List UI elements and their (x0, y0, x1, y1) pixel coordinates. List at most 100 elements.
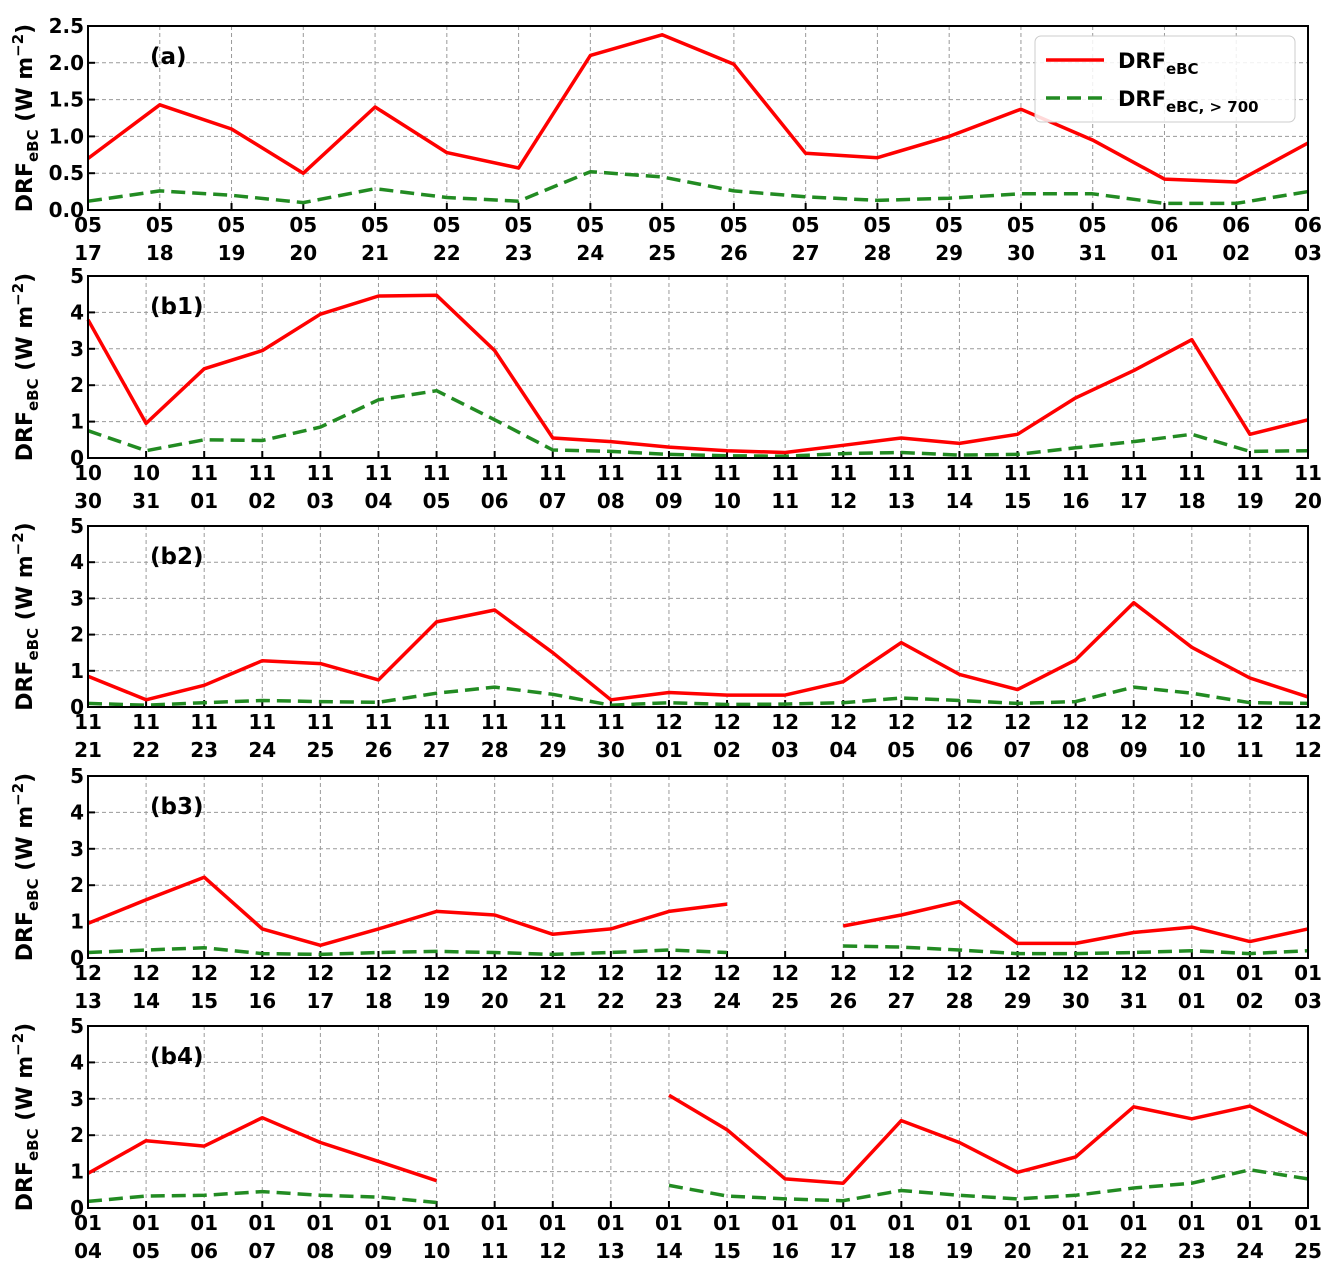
x-tick-label-day: 23 (505, 241, 533, 265)
x-tick-label-day: 04 (829, 738, 857, 762)
data-point (1163, 202, 1166, 205)
x-tick-label-month: 12 (713, 710, 741, 734)
x-tick-label-month: 11 (1178, 461, 1206, 485)
y-axis-label: DRFeBC (W m−2) (9, 773, 42, 962)
y-axis-label: DRFeBC (W m−2) (9, 522, 42, 711)
x-tick-label-day: 02 (1236, 989, 1264, 1013)
data-point (1190, 433, 1193, 436)
y-axis-label: DRFeBC (W m−2) (9, 1023, 42, 1212)
x-tick-label-day: 30 (1062, 989, 1090, 1013)
x-tick-label-day: 25 (771, 989, 799, 1013)
data-point (1190, 1117, 1193, 1120)
data-point (435, 910, 438, 913)
data-point (842, 444, 845, 447)
x-tick-label-month: 05 (74, 213, 102, 237)
panel-b3: 0123451213121412151216121712181219122012… (9, 764, 1322, 1013)
x-tick-label-month: 11 (597, 461, 625, 485)
data-point (145, 698, 148, 701)
x-tick-label-month: 05 (146, 213, 174, 237)
data-point (203, 1145, 206, 1148)
x-tick-label-day: 28 (481, 738, 509, 762)
data-point (958, 699, 961, 702)
x-tick-label-month: 05 (720, 213, 748, 237)
x-tick-label-day: 16 (771, 1239, 799, 1263)
x-tick-label-day: 21 (539, 989, 567, 1013)
x-tick-label-month: 05 (863, 213, 891, 237)
data-point (609, 440, 612, 443)
y-tick-label: 1 (70, 910, 84, 934)
x-tick-label-day: 19 (946, 1239, 974, 1263)
x-tick-label-month: 12 (248, 961, 276, 985)
data-point (1132, 601, 1135, 604)
x-tick-label-day: 13 (597, 1239, 625, 1263)
data-point (1132, 951, 1135, 954)
x-tick-label-month: 11 (1004, 461, 1032, 485)
x-tick-label-day: 10 (423, 1239, 451, 1263)
y-axis-label-close: ) (13, 773, 38, 783)
x-tick-label-month: 01 (1294, 1211, 1322, 1235)
data-point (377, 951, 380, 954)
x-tick-label-month: 11 (946, 461, 974, 485)
data-point (900, 914, 903, 917)
y-tick-label: 1.5 (49, 88, 84, 112)
data-point (551, 693, 554, 696)
y-tick-label: 4 (70, 1050, 84, 1074)
data-point (319, 1141, 322, 1144)
data-point (609, 698, 612, 701)
data-point (493, 914, 496, 917)
y-axis-label-main: DRF (13, 162, 38, 212)
data-point (842, 701, 845, 704)
x-tick-label-day: 18 (365, 989, 393, 1013)
x-tick-label-day: 09 (1120, 738, 1148, 762)
data-point (667, 701, 670, 704)
panel-b2: 0123451121112211231124112511261127112811… (9, 514, 1322, 762)
y-tick-label: 2.5 (49, 14, 84, 38)
x-tick-label-day: 14 (946, 489, 974, 513)
legend-label-main: DRF (1118, 49, 1166, 73)
x-tick-label-day: 06 (190, 1239, 218, 1263)
data-point (876, 156, 879, 159)
data-point (842, 452, 845, 455)
data-point (319, 662, 322, 665)
x-tick-label-day: 09 (655, 489, 683, 513)
data-point (958, 454, 961, 457)
x-tick-label-day: 25 (306, 738, 334, 762)
y-tick-label: 2 (70, 873, 84, 897)
x-tick-label-day: 23 (655, 989, 683, 1013)
data-point (661, 33, 664, 36)
data-point (609, 450, 612, 453)
x-tick-label-month: 12 (829, 961, 857, 985)
drf-ebc-700-line (843, 944, 1309, 956)
x-tick-label-day: 17 (1120, 489, 1148, 513)
x-tick-label-month: 06 (1222, 213, 1250, 237)
legend-box (1034, 35, 1296, 123)
x-tick-label-month: 01 (1294, 961, 1322, 985)
data-point (445, 151, 448, 154)
data-point (203, 946, 206, 949)
x-tick-label-day: 24 (713, 989, 741, 1013)
data-point (1190, 949, 1193, 952)
x-tick-label-month: 06 (1151, 213, 1179, 237)
panel-b1: 0123451030103111011102110311041105110611… (9, 264, 1322, 513)
data-point (1190, 338, 1193, 341)
x-tick-label-month: 12 (655, 710, 683, 734)
x-tick-label-day: 26 (365, 738, 393, 762)
data-point (1074, 1156, 1077, 1159)
data-point (493, 951, 496, 954)
x-tick-label-month: 01 (481, 1211, 509, 1235)
data-point (589, 54, 592, 57)
x-tick-label-day: 07 (248, 1239, 276, 1263)
y-tick-label: 3 (70, 337, 84, 361)
x-tick-label-day: 22 (433, 241, 461, 265)
data-point (1074, 942, 1077, 945)
data-point (261, 699, 264, 702)
data-point (319, 1194, 322, 1197)
data-point (261, 1190, 264, 1193)
axes-frame (87, 275, 1309, 459)
data-point (726, 951, 729, 954)
x-tick-label-day: 27 (887, 989, 915, 1013)
data-point (319, 700, 322, 703)
axes-frame (87, 525, 1309, 708)
legend-label-main: DRF (1118, 87, 1166, 111)
